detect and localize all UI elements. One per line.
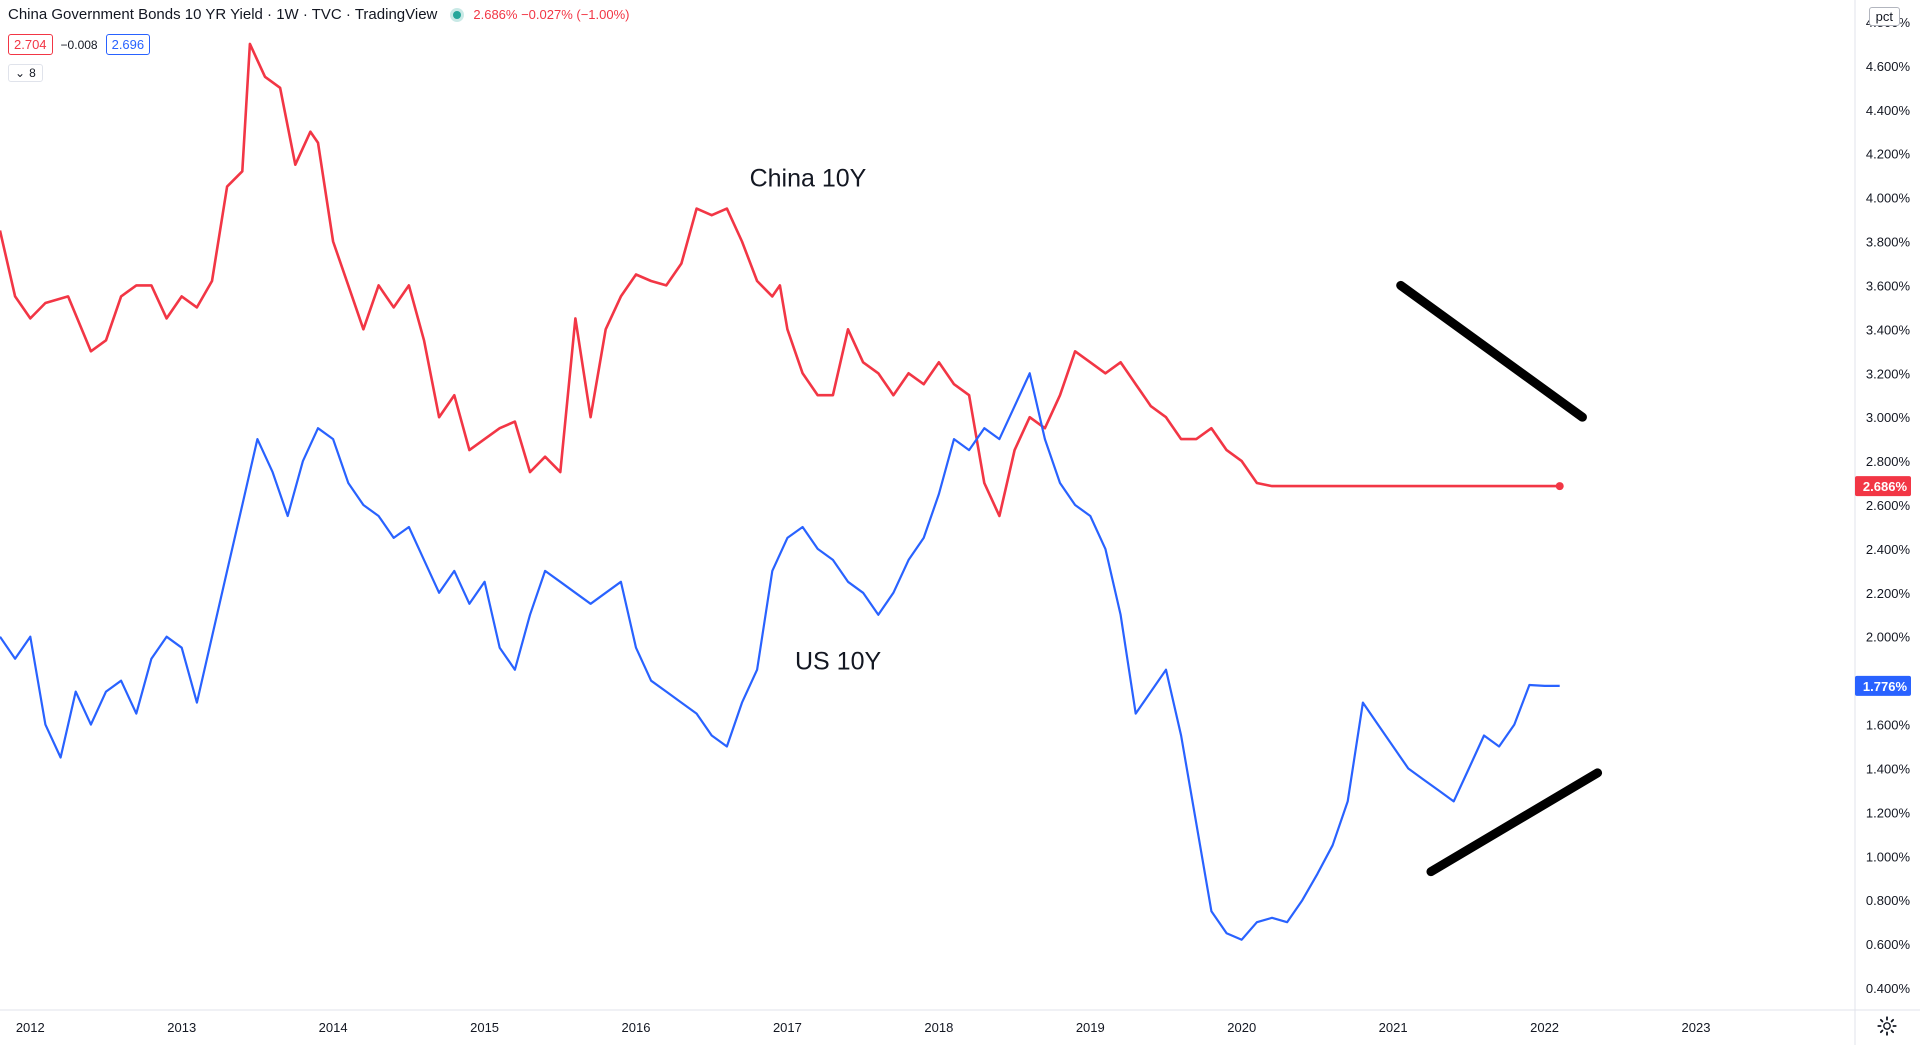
y-tick-label: 3.200% [1866,366,1911,381]
x-tick-label: 2021 [1379,1020,1408,1035]
y-tick-label: 1.600% [1866,718,1911,733]
indicators-collapse-button[interactable]: ⌄ 8 [8,64,43,82]
y-tick-label: 2.400% [1866,542,1911,557]
y-tick-label: 4.000% [1866,191,1911,206]
ohlc-row: 2.704 −0.008 2.696 [8,34,151,55]
y-tick-label: 0.800% [1866,893,1911,908]
x-tick-label: 2013 [167,1020,196,1035]
series-line-us [0,372,1560,941]
last-change-text: 2.686% −0.027% (−1.00%) [473,7,630,22]
y-tick-label: 0.600% [1866,937,1911,952]
open-value-box: 2.704 [8,34,53,55]
chevron-down-icon: ⌄ [15,66,26,80]
y-tick-label: 2.000% [1866,630,1911,645]
last-point-marker [1555,482,1564,491]
x-tick-label: 2018 [924,1020,953,1035]
y-tick-label: 4.600% [1866,59,1911,74]
y-tick-label: 1.200% [1866,805,1911,820]
y-tick-label: 4.200% [1866,147,1911,162]
y-tick-label: 0.400% [1866,981,1911,996]
y-tick-label: 4.400% [1866,103,1911,118]
collapse-count: 8 [29,66,36,80]
x-tick-label: 2016 [622,1020,651,1035]
x-tick-label: 2019 [1076,1020,1105,1035]
pct-scale-button[interactable]: pct [1868,7,1900,26]
y-tick-label: 1.000% [1866,849,1911,864]
last-price-label: 1.776% [1863,679,1908,694]
y-tick-label: 3.400% [1866,322,1911,337]
trend-line [1396,280,1587,422]
x-tick-label: 2020 [1227,1020,1256,1035]
gear-icon[interactable] [1876,1015,1898,1037]
change-value-text: −0.008 [60,37,98,52]
plot-layer: China 10Y US 10Y [0,42,1603,941]
x-tick-label: 2017 [773,1020,802,1035]
y-tick-label: 2.200% [1866,586,1911,601]
last-price-badge [1855,675,1911,696]
annotation-label: US 10Y [795,648,881,676]
x-tick-label: 2022 [1530,1020,1559,1035]
y-tick-label: 1.400% [1866,761,1911,776]
trend-line [1426,768,1603,877]
last-price-label: 2.686% [1863,479,1908,494]
chart-legend: China Government Bonds 10 YR Yield · 1W … [8,6,629,23]
y-tick-label: 2.800% [1866,454,1911,469]
symbol-title[interactable]: China Government Bonds 10 YR Yield · 1W … [8,6,438,23]
x-tick-label: 2023 [1682,1020,1711,1035]
x-tick-label: 2014 [319,1020,348,1035]
x-tick-label: 2015 [470,1020,499,1035]
y-tick-label: 3.800% [1866,235,1911,250]
close-value-box: 2.696 [105,34,151,55]
last-price-badge [1855,476,1911,497]
series-line-china [0,42,1560,518]
annotation-label: China 10Y [750,165,867,193]
y-tick-label: 3.600% [1866,278,1911,293]
market-status-dot [453,10,462,19]
y-tick-label: 2.600% [1866,498,1911,513]
y-tick-label: 3.000% [1866,410,1911,425]
x-tick-label: 2012 [16,1020,45,1035]
